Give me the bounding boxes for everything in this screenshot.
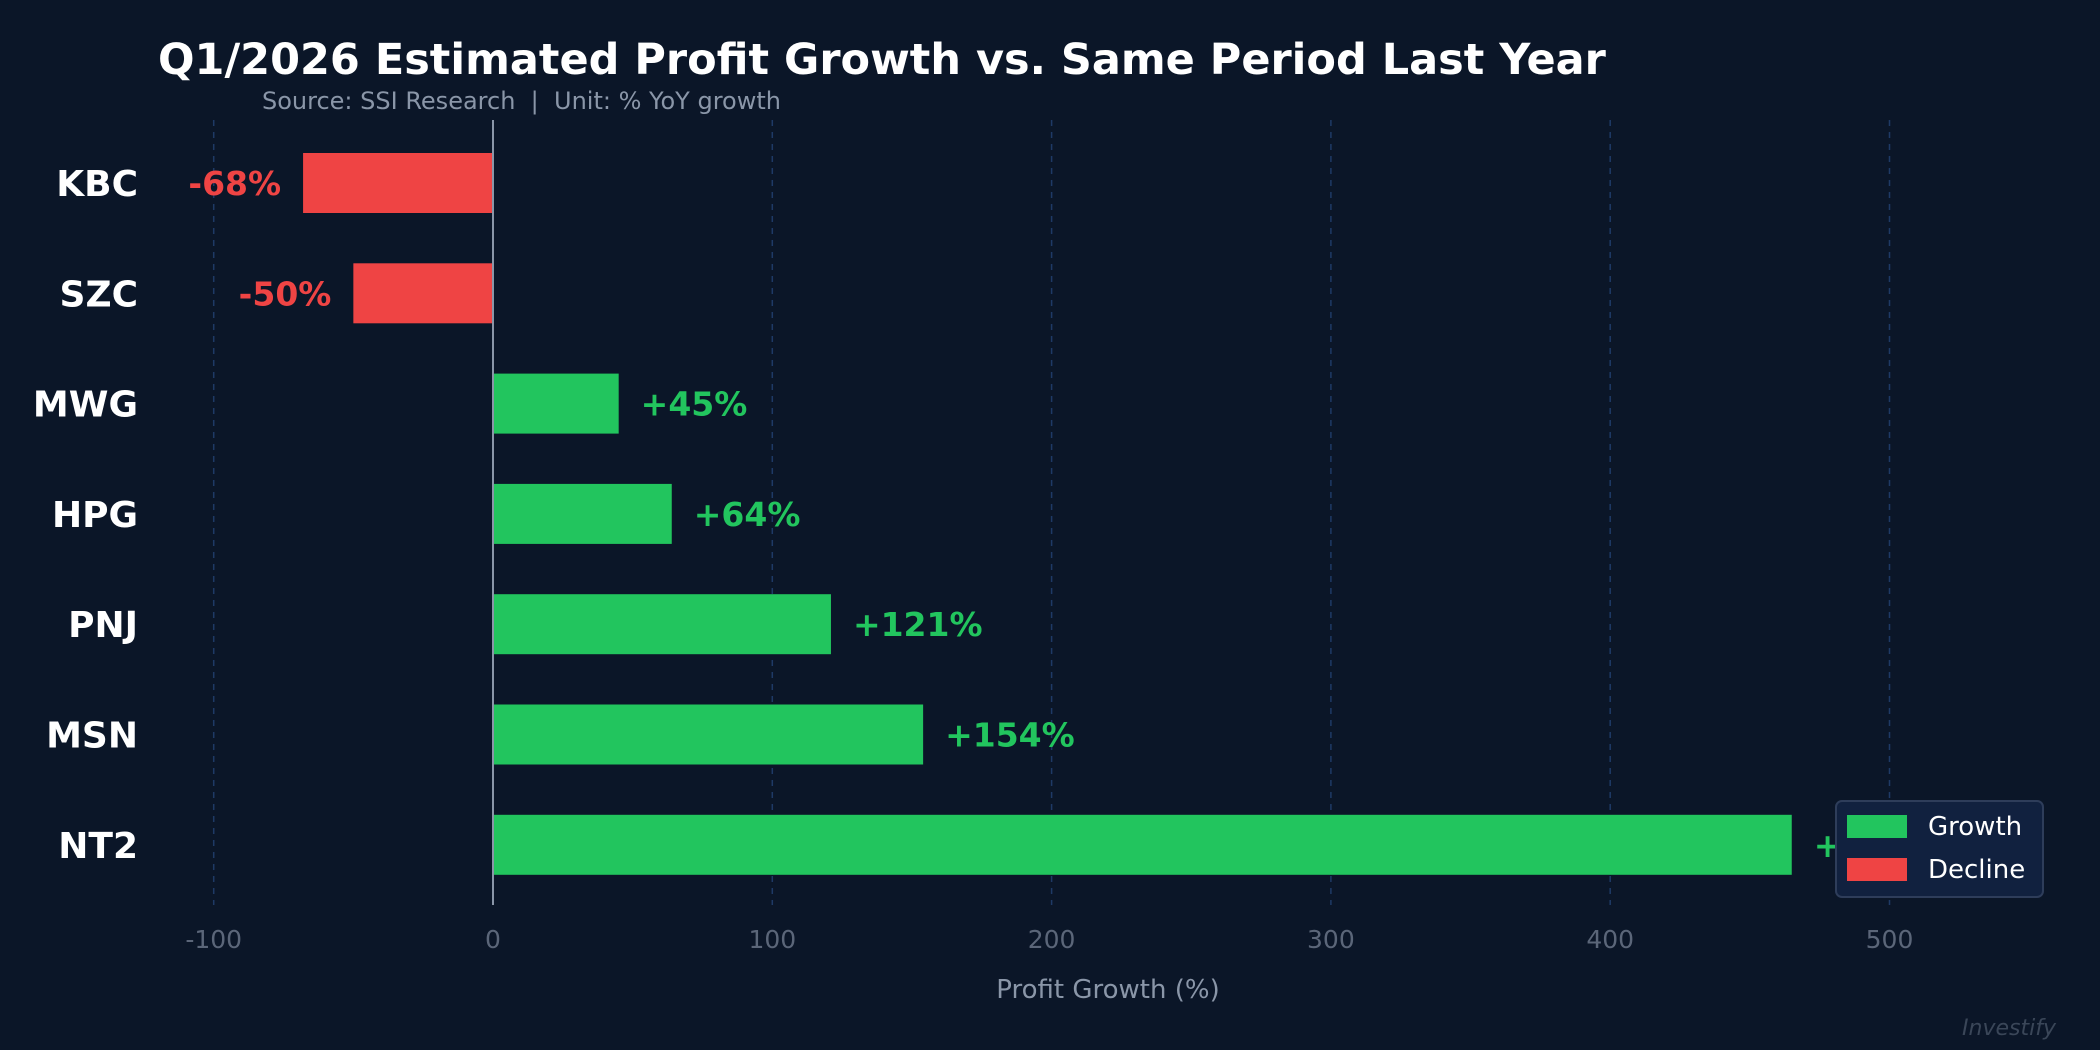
category-labels: KBC SZC MWG HPG PNJ MSN NT2	[33, 164, 138, 867]
bars	[303, 153, 1792, 875]
legend-label-decline: Decline	[1928, 855, 2025, 885]
data-label: -68%	[188, 164, 281, 203]
bar-pnj	[493, 594, 831, 655]
category-label: SZC	[60, 274, 138, 315]
legend-swatch-growth	[1847, 815, 1907, 838]
bar-szc	[353, 263, 493, 324]
data-label: +45%	[641, 385, 748, 424]
x-tick-label: 300	[1307, 925, 1355, 954]
category-label: NT2	[58, 826, 138, 867]
watermark: Investify	[1962, 1016, 2057, 1041]
bar-mwg	[493, 373, 619, 434]
legend-swatch-decline	[1847, 858, 1907, 881]
chart-subtitle: Source: SSI Research | Unit: % YoY growt…	[262, 87, 781, 115]
chart-title: Q1/2026 Estimated Profit Growth vs. Same…	[158, 35, 1607, 85]
x-axis-label: Profit Growth (%)	[996, 975, 1219, 1005]
x-tick-labels: -100 0 100 200 300 400 500	[185, 925, 1913, 954]
x-tick-label: 100	[748, 925, 796, 954]
bar-msn	[493, 704, 924, 765]
x-tick-label: 500	[1866, 925, 1914, 954]
x-tick-label: -100	[185, 925, 242, 954]
x-tick-label: 200	[1028, 925, 1076, 954]
data-label: +154%	[945, 716, 1075, 755]
category-label: MSN	[46, 716, 138, 757]
legend-label-growth: Growth	[1928, 812, 2022, 842]
bar-nt2	[493, 814, 1792, 875]
category-label: PNJ	[68, 605, 138, 646]
x-tick-label: 400	[1586, 925, 1634, 954]
data-label: +64%	[694, 495, 801, 534]
bar-hpg	[493, 483, 672, 544]
legend: Growth Decline	[1835, 800, 2044, 898]
category-label: HPG	[52, 495, 138, 536]
category-label: KBC	[56, 164, 138, 205]
x-tick-label: 0	[485, 925, 501, 954]
bar-kbc	[303, 153, 493, 213]
category-label: MWG	[33, 385, 138, 426]
data-label: +121%	[853, 605, 983, 644]
data-label: -50%	[239, 274, 332, 313]
